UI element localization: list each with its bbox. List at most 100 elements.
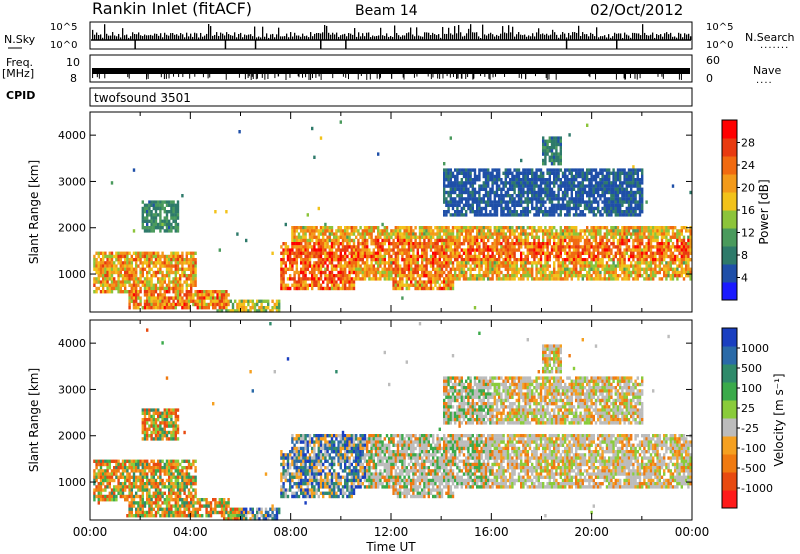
nave-tick — [403, 74, 405, 80]
nsky-bar — [614, 32, 616, 40]
heatmap-cell — [154, 296, 158, 300]
heatmap-cell — [458, 203, 461, 207]
heatmap-cell — [330, 245, 334, 249]
heatmap-cell — [542, 242, 545, 246]
nave-tick — [379, 74, 381, 77]
heatmap-cell — [348, 245, 351, 249]
heatmap-cell — [363, 229, 367, 233]
nsky-bar — [214, 34, 216, 40]
heatmap-cell — [443, 187, 446, 191]
heatmap-cell — [599, 181, 602, 185]
heatmap-cell — [313, 267, 316, 271]
heatmap-cell — [564, 184, 567, 188]
nsky-bar — [436, 35, 438, 40]
heatmap-cell — [616, 190, 620, 195]
nsky-bar — [392, 36, 394, 40]
heatmap-cell — [282, 274, 285, 278]
nave-tick — [480, 74, 482, 77]
heatmap-cell — [506, 226, 510, 230]
heatmap-cell — [636, 187, 639, 191]
heatmap-cell — [357, 270, 360, 275]
heatmap-cell — [99, 267, 103, 271]
heatmap-cell — [333, 235, 336, 239]
heatmap-cell — [159, 264, 162, 268]
nsky-bar — [538, 28, 540, 40]
heatmap-cell — [306, 238, 309, 243]
heatmap-cell — [555, 178, 558, 182]
heatmap-cell — [436, 258, 439, 262]
heatmap-cell — [566, 226, 569, 230]
heatmap-cell — [484, 213, 488, 217]
heatmap-cell — [172, 200, 175, 204]
heatmap-cell — [605, 226, 609, 230]
heatmap-cell — [498, 251, 501, 255]
nsky-bar — [402, 35, 404, 40]
heatmap-cell — [159, 299, 162, 303]
heatmap-cell — [196, 296, 199, 300]
heatmap-cell — [355, 267, 358, 271]
heatmap-cell — [533, 197, 536, 201]
heatmap-cell — [128, 299, 131, 303]
heatmap-cell — [359, 232, 362, 236]
heatmap-cell — [638, 226, 642, 230]
heatmap-cell — [143, 229, 147, 233]
heatmap-cell — [143, 280, 147, 284]
heatmap-cell — [348, 274, 351, 278]
heatmap-cell — [154, 299, 158, 303]
heatmap-cell — [553, 181, 556, 185]
heatmap-cell — [410, 232, 413, 236]
nsky-bar — [130, 36, 132, 40]
heatmap-cell — [524, 210, 527, 214]
nsky-bar — [658, 35, 660, 40]
heatmap-cell — [374, 235, 378, 239]
heatmap-cell — [355, 245, 358, 249]
heatmap-cell — [93, 258, 96, 262]
heatmap-cell — [190, 277, 193, 281]
heatmap-cell — [231, 306, 235, 310]
heatmap-cell — [388, 232, 391, 236]
heatmap-cell — [405, 235, 408, 239]
heatmap-cell — [451, 238, 455, 243]
heatmap-cell — [623, 277, 626, 281]
heatmap-cell — [99, 264, 103, 268]
heatmap-cell — [546, 248, 549, 252]
heatmap-cell — [484, 190, 488, 195]
heatmap-cell — [515, 258, 518, 262]
heatmap-cell — [385, 235, 389, 239]
heatmap-cell — [124, 274, 127, 278]
heatmap-cell — [390, 235, 393, 239]
nave-tick — [347, 74, 349, 80]
heatmap-cell — [311, 277, 314, 281]
heatmap-cell — [572, 251, 576, 255]
heatmap-cell — [599, 229, 602, 233]
heatmap-cell — [559, 168, 562, 172]
heatmap-cell — [603, 187, 606, 191]
nsky-bar — [668, 34, 670, 40]
heatmap-cell — [282, 270, 285, 275]
heatmap-cell — [172, 254, 175, 259]
heatmap-cell — [456, 245, 459, 249]
heatmap-cell — [187, 251, 191, 255]
heatmap-cell — [324, 261, 327, 265]
heatmap-cell — [592, 194, 595, 198]
heatmap-cell — [317, 251, 320, 255]
nsky-bar — [516, 34, 518, 40]
heatmap-cell — [537, 251, 540, 255]
heatmap-cell — [192, 258, 195, 262]
heatmap-cell — [216, 299, 219, 303]
heatmap-cell — [317, 254, 320, 259]
heatmap-cell — [625, 181, 628, 185]
heatmap-cell — [238, 309, 241, 313]
nsky-bar — [678, 32, 680, 40]
nave-tick — [96, 74, 98, 78]
heatmap-cell — [482, 277, 485, 281]
heatmap-cell — [335, 267, 338, 271]
heatmap-cell — [550, 248, 554, 252]
heatmap-cell — [165, 210, 169, 214]
heatmap-cell — [625, 229, 628, 233]
heatmap-cell — [498, 174, 501, 179]
heatmap-cell — [535, 174, 538, 179]
heatmap-cell — [324, 245, 327, 249]
heatmap-cell — [379, 261, 382, 265]
heatmap-cell — [159, 219, 162, 223]
